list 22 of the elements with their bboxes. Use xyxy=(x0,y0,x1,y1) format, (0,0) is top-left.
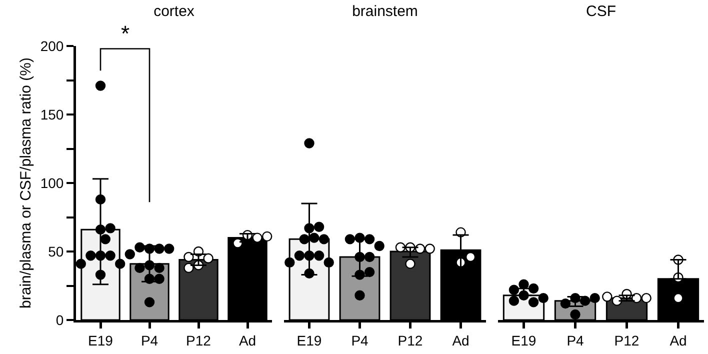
x-tick-label: P4 xyxy=(566,332,584,348)
x-tick-label: P12 xyxy=(186,332,212,348)
chart-title: brainstem xyxy=(352,2,418,20)
x-tick-label: Ad xyxy=(670,332,687,348)
x-tick-label: P4 xyxy=(140,332,158,348)
y-axis-title: brain/plasma or CSF/plasma ratio (%) xyxy=(17,58,34,308)
x-tick-label: P4 xyxy=(351,332,369,348)
x-tick-label: E19 xyxy=(296,332,322,348)
chart-title: CSF xyxy=(586,2,616,20)
y-tick-label: 150 xyxy=(40,106,64,122)
x-tick-label: E19 xyxy=(511,332,536,348)
x-tick-label: P12 xyxy=(614,332,640,348)
y-tick-label: 50 xyxy=(48,243,64,260)
chart-title: cortex xyxy=(154,2,195,20)
x-tick-label: Ad xyxy=(238,332,256,348)
y-tick-label: 100 xyxy=(40,174,64,191)
y-tick-label: 0 xyxy=(56,312,64,328)
x-tick-label: P12 xyxy=(398,332,423,348)
y-tick-label: 200 xyxy=(40,38,64,54)
x-tick-label: Ad xyxy=(452,332,470,348)
annotation: * xyxy=(121,21,130,46)
x-tick-label: E19 xyxy=(88,332,114,348)
